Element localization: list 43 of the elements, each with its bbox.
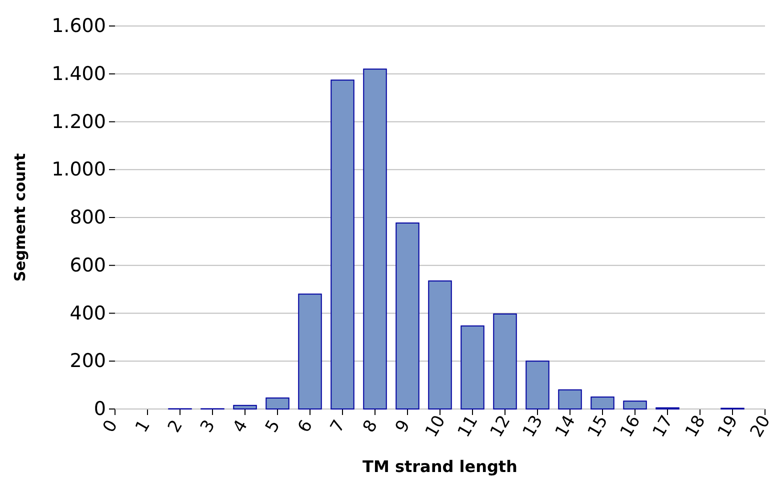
bar: [233, 404, 257, 410]
y-tick-label: 1.400: [52, 62, 106, 85]
x-tick-label: 4: [229, 416, 252, 436]
x-tick-label: 16: [616, 412, 645, 441]
x-tick-label: 17: [649, 412, 678, 441]
x-tick-label: 18: [682, 412, 710, 441]
x-tick-label: 7: [326, 416, 350, 436]
bar: [428, 280, 452, 410]
y-tick-label: 200: [70, 350, 106, 372]
bar: [460, 325, 484, 410]
x-tick-label: 1: [132, 416, 155, 436]
y-tick-label: 1.600: [52, 15, 106, 38]
x-tick-label: 3: [196, 416, 220, 436]
bar: [396, 222, 420, 410]
x-tick-label: 8: [359, 416, 382, 436]
x-tick-label: 13: [519, 412, 548, 441]
y-tick-label: 800: [70, 206, 106, 229]
x-tick-label: 11: [454, 412, 482, 441]
x-tick-label: 2: [164, 416, 188, 436]
bar: [363, 68, 387, 410]
x-tick-label: 12: [486, 412, 515, 441]
x-tick-label: 14: [552, 412, 580, 441]
y-tick-label: 1.000: [52, 158, 106, 181]
bar: [266, 397, 290, 410]
bar: [590, 396, 614, 410]
bar: [623, 400, 647, 410]
y-tick-label: 1.200: [52, 110, 106, 133]
x-tick-label: 9: [392, 416, 415, 436]
bar: [558, 389, 582, 410]
bar: [330, 80, 354, 410]
x-axis-title: TM strand length: [362, 457, 518, 476]
y-axis-title: Segment count: [11, 153, 29, 282]
y-tick-label: 600: [70, 254, 106, 276]
bar: [493, 313, 517, 410]
x-tick-label: 15: [584, 412, 612, 441]
x-tick-label: 6: [294, 416, 318, 436]
bar: [298, 294, 322, 410]
x-tick-label: 5: [262, 416, 285, 436]
x-tick-label: 20: [746, 412, 775, 441]
x-tick-label: 10: [422, 412, 450, 441]
y-tick-label: 400: [70, 302, 106, 324]
x-tick-label: 19: [714, 412, 742, 441]
bar: [526, 360, 550, 410]
